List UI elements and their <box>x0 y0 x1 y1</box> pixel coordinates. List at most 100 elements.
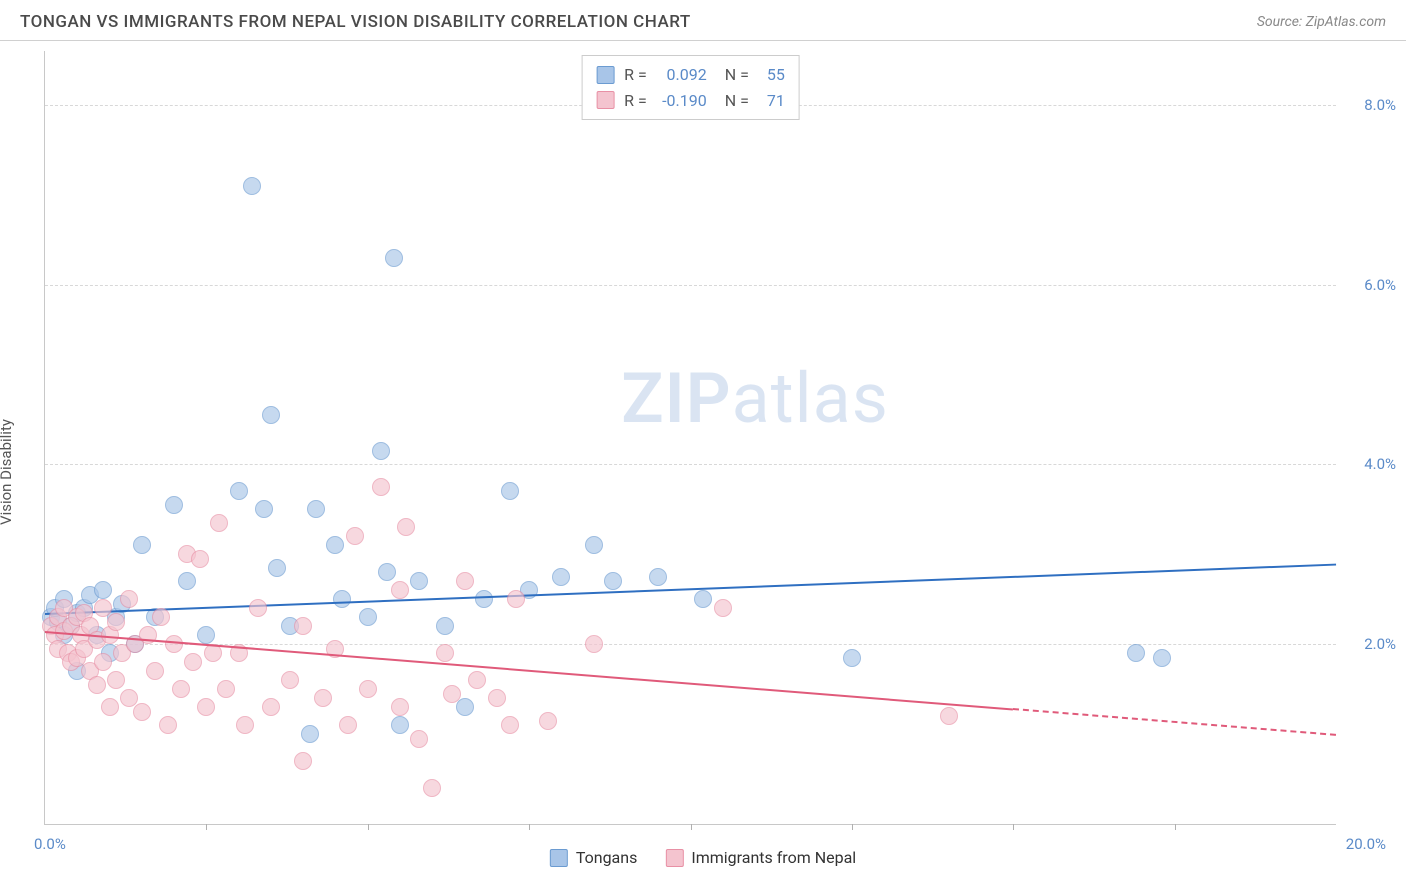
data-point <box>178 572 196 590</box>
x-axis-min-label: 0.0% <box>34 835 66 853</box>
chart-source: Source: ZipAtlas.com <box>1257 14 1386 30</box>
data-point <box>391 581 409 599</box>
n-value: 55 <box>759 62 785 88</box>
data-point <box>714 599 732 617</box>
data-point <box>456 698 474 716</box>
x-tick <box>206 824 207 830</box>
data-point <box>314 689 332 707</box>
data-point <box>197 626 215 644</box>
r-value: -0.190 <box>657 88 707 114</box>
y-tick-label: 2.0% <box>1364 635 1396 653</box>
data-point <box>436 644 454 662</box>
data-point <box>385 249 403 267</box>
trend-line <box>1013 708 1336 736</box>
legend-swatch <box>596 66 614 84</box>
y-tick-label: 6.0% <box>1364 276 1396 294</box>
legend-label: Tongans <box>576 848 638 867</box>
data-point <box>165 496 183 514</box>
data-point <box>333 590 351 608</box>
data-point <box>107 671 125 689</box>
data-point <box>159 716 177 734</box>
data-point <box>501 716 519 734</box>
data-point <box>294 617 312 635</box>
data-point <box>501 482 519 500</box>
x-tick <box>852 824 853 830</box>
n-label: N = <box>725 88 749 114</box>
chart-header: TONGAN VS IMMIGRANTS FROM NEPAL VISION D… <box>0 0 1406 41</box>
data-point <box>133 536 151 554</box>
x-tick <box>368 824 369 830</box>
data-point <box>391 698 409 716</box>
data-point <box>552 568 570 586</box>
chart-area: Vision Disability ZIPatlas R =0.092N =55… <box>0 41 1406 885</box>
data-point <box>172 680 190 698</box>
data-point <box>423 779 441 797</box>
data-point <box>191 550 209 568</box>
data-point <box>281 671 299 689</box>
n-label: N = <box>725 62 749 88</box>
data-point <box>230 482 248 500</box>
x-tick <box>691 824 692 830</box>
legend-label: Immigrants from Nepal <box>691 848 856 867</box>
data-point <box>236 716 254 734</box>
data-point <box>585 635 603 653</box>
data-point <box>372 442 390 460</box>
data-point <box>133 703 151 721</box>
trend-line <box>45 563 1336 614</box>
data-point <box>397 518 415 536</box>
legend-swatch <box>665 849 683 867</box>
data-point <box>378 563 396 581</box>
data-point <box>197 698 215 716</box>
x-axis-max-label: 20.0% <box>1346 835 1386 853</box>
data-point <box>359 608 377 626</box>
r-label: R = <box>624 62 647 88</box>
data-point <box>307 500 325 518</box>
data-point <box>649 568 667 586</box>
data-point <box>184 653 202 671</box>
legend-swatch <box>596 91 614 109</box>
data-point <box>294 752 312 770</box>
gridline-h <box>45 285 1336 286</box>
chart-title: TONGAN VS IMMIGRANTS FROM NEPAL VISION D… <box>20 12 691 32</box>
x-tick <box>1013 824 1014 830</box>
data-point <box>410 572 428 590</box>
x-tick <box>529 824 530 830</box>
data-point <box>488 689 506 707</box>
data-point <box>94 653 112 671</box>
data-point <box>468 671 486 689</box>
y-tick-label: 4.0% <box>1364 455 1396 473</box>
r-value: 0.092 <box>657 62 707 88</box>
gridline-h <box>45 464 1336 465</box>
legend-item: Immigrants from Nepal <box>665 848 856 867</box>
data-point <box>843 649 861 667</box>
data-point <box>165 635 183 653</box>
data-point <box>346 527 364 545</box>
data-point <box>940 707 958 725</box>
data-point <box>604 572 622 590</box>
legend-item: Tongans <box>550 848 638 867</box>
data-point <box>1153 649 1171 667</box>
correlation-row: R = 0.092 N = 55 <box>596 62 785 88</box>
legend-swatch <box>550 849 568 867</box>
data-point <box>410 730 428 748</box>
data-point <box>326 536 344 554</box>
data-point <box>243 177 261 195</box>
data-point <box>255 500 273 518</box>
data-point <box>694 590 712 608</box>
data-point <box>210 514 228 532</box>
series-legend: Tongans Immigrants from Nepal <box>550 848 856 867</box>
data-point <box>101 698 119 716</box>
watermark: ZIPatlas <box>621 358 889 440</box>
data-point <box>301 725 319 743</box>
n-value: 71 <box>759 88 785 114</box>
data-point <box>339 716 357 734</box>
data-point <box>456 572 474 590</box>
data-point <box>443 685 461 703</box>
data-point <box>475 590 493 608</box>
data-point <box>217 680 235 698</box>
data-point <box>1127 644 1145 662</box>
data-point <box>262 698 280 716</box>
watermark-light: atlas <box>732 358 889 440</box>
data-point <box>146 662 164 680</box>
data-point <box>372 478 390 496</box>
